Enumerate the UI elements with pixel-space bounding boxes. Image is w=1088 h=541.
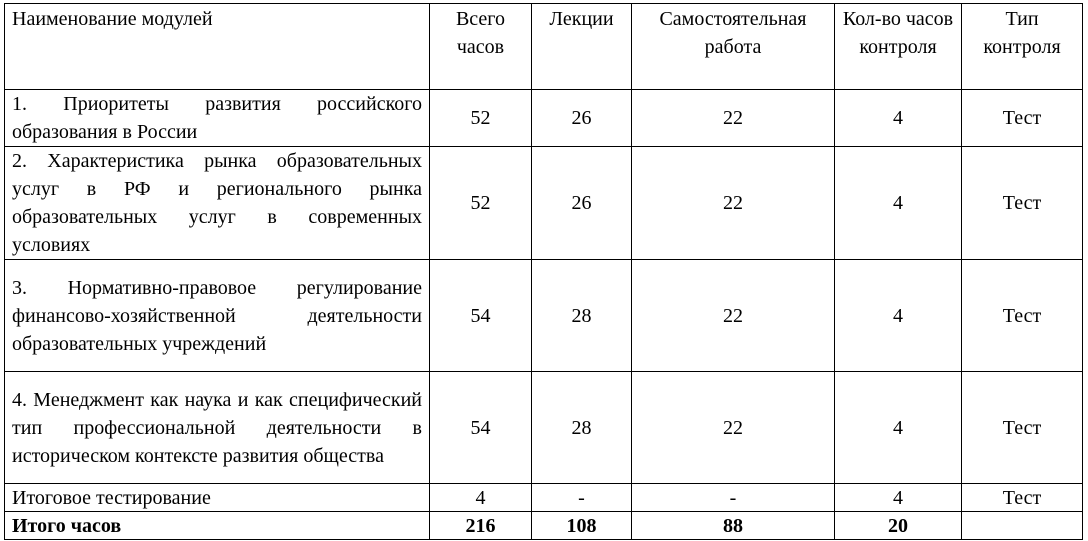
self-work-hours: 22 <box>631 89 835 147</box>
control-type: Тест <box>961 89 1083 147</box>
header-self-work: Самостоятельная работа <box>631 3 835 90</box>
control-type: Тест <box>961 146 1083 260</box>
header-lectures: Лекции <box>531 3 632 90</box>
control-hours: 4 <box>834 146 962 260</box>
module-name: 2. Характеристика рынка образовательных … <box>4 146 430 260</box>
totals-control-type <box>961 511 1083 540</box>
total-hours: 52 <box>429 146 532 260</box>
total-hours: 54 <box>429 371 532 484</box>
self-work-hours: 22 <box>631 371 835 484</box>
lectures-hours: 28 <box>531 371 632 484</box>
table-row: Итоговое тестирование 4 - - 4 Тест <box>4 483 1083 512</box>
total-hours: 52 <box>429 89 532 147</box>
header-total-hours: Всего часов <box>429 3 532 90</box>
totals-total-hours: 216 <box>429 511 532 540</box>
control-type: Тест <box>961 483 1083 512</box>
lectures-hours: 26 <box>531 146 632 260</box>
control-hours: 4 <box>834 259 962 372</box>
lectures-hours: - <box>531 483 632 512</box>
lectures-hours: 28 <box>531 259 632 372</box>
table-row: 1. Приоритеты развития российского образ… <box>4 89 1083 147</box>
module-name: 3. Нормативно-правовое регулирование фин… <box>4 259 430 372</box>
totals-label: Итого часов <box>4 511 430 540</box>
module-name: Итоговое тестирование <box>4 483 430 512</box>
table-header-row: Наименование модулей Всего часов Лекции … <box>4 3 1083 90</box>
control-hours: 4 <box>834 483 962 512</box>
totals-control-hours: 20 <box>834 511 962 540</box>
total-hours: 4 <box>429 483 532 512</box>
curriculum-table: Наименование модулей Всего часов Лекции … <box>4 3 1083 540</box>
module-name: 1. Приоритеты развития российского образ… <box>4 89 430 147</box>
header-module-name: Наименование модулей <box>4 3 430 90</box>
totals-row: Итого часов 216 108 88 20 <box>4 511 1083 540</box>
total-hours: 54 <box>429 259 532 372</box>
header-control-hours: Кол-во часов контроля <box>834 3 962 90</box>
lectures-hours: 26 <box>531 89 632 147</box>
self-work-hours: - <box>631 483 835 512</box>
self-work-hours: 22 <box>631 259 835 372</box>
totals-lectures: 108 <box>531 511 632 540</box>
control-hours: 4 <box>834 371 962 484</box>
control-type: Тест <box>961 259 1083 372</box>
self-work-hours: 22 <box>631 146 835 260</box>
totals-self-work: 88 <box>631 511 835 540</box>
module-name: 4. Менеджмент как наука и как специфичес… <box>4 371 430 484</box>
table-row: 4. Менеджмент как наука и как специфичес… <box>4 371 1083 484</box>
header-control-type: Тип контроля <box>961 3 1083 90</box>
control-type: Тест <box>961 371 1083 484</box>
table-row: 2. Характеристика рынка образовательных … <box>4 146 1083 260</box>
control-hours: 4 <box>834 89 962 147</box>
table-row: 3. Нормативно-правовое регулирование фин… <box>4 259 1083 372</box>
